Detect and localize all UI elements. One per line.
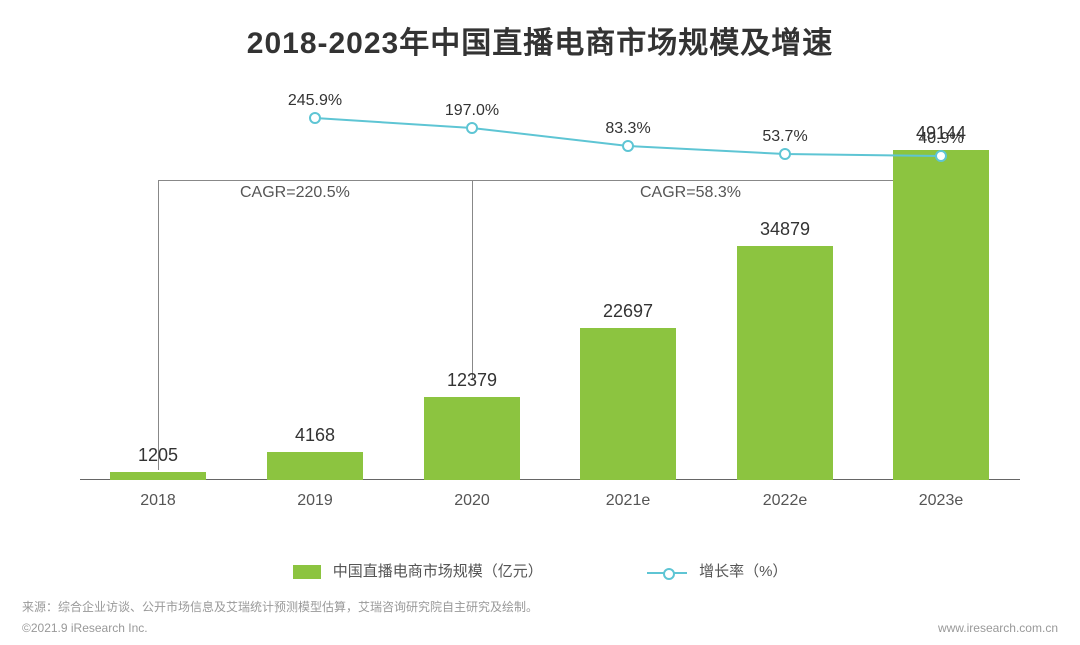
legend-bar-label: 中国直播电商市场规模（亿元） — [333, 563, 543, 580]
x-label-2018: 2018 — [108, 492, 208, 510]
x-label-2019: 2019 — [265, 492, 365, 510]
line-label-2021: 83.3% — [578, 120, 678, 138]
legend-line-label: 增长率（%） — [699, 563, 787, 580]
x-label-2023: 2023e — [891, 492, 991, 510]
line-label-2020: 197.0% — [422, 102, 522, 120]
line-label-2019: 245.9% — [265, 92, 365, 110]
source-text: 来源：综合企业访谈、公开市场信息及艾瑞统计预测模型估算，艾瑞咨询研究院自主研究及… — [22, 598, 538, 615]
line-label-2022: 53.7% — [735, 128, 835, 146]
copyright-text: ©2021.9 iResearch Inc. — [22, 621, 148, 635]
site-url: www.iresearch.com.cn — [938, 621, 1058, 635]
legend-line-swatch — [647, 565, 687, 579]
legend-bar-swatch — [293, 565, 321, 579]
growth-line — [80, 80, 1020, 480]
legend-bar: 中国直播电商市场规模（亿元） — [293, 560, 543, 581]
x-label-2021: 2021e — [578, 492, 678, 510]
chart-title: 2018-2023年中国直播电商市场规模及增速 — [0, 18, 1080, 62]
x-label-2020: 2020 — [422, 492, 522, 510]
legend-line: 增长率（%） — [647, 560, 788, 581]
legend: 中国直播电商市场规模（亿元） 增长率（%） — [0, 560, 1080, 581]
chart-area: CAGR=220.5% CAGR=58.3% 1205 4168 12379 2… — [80, 80, 1020, 510]
line-label-2023: 40.9% — [891, 130, 991, 148]
x-label-2022: 2022e — [735, 492, 835, 510]
